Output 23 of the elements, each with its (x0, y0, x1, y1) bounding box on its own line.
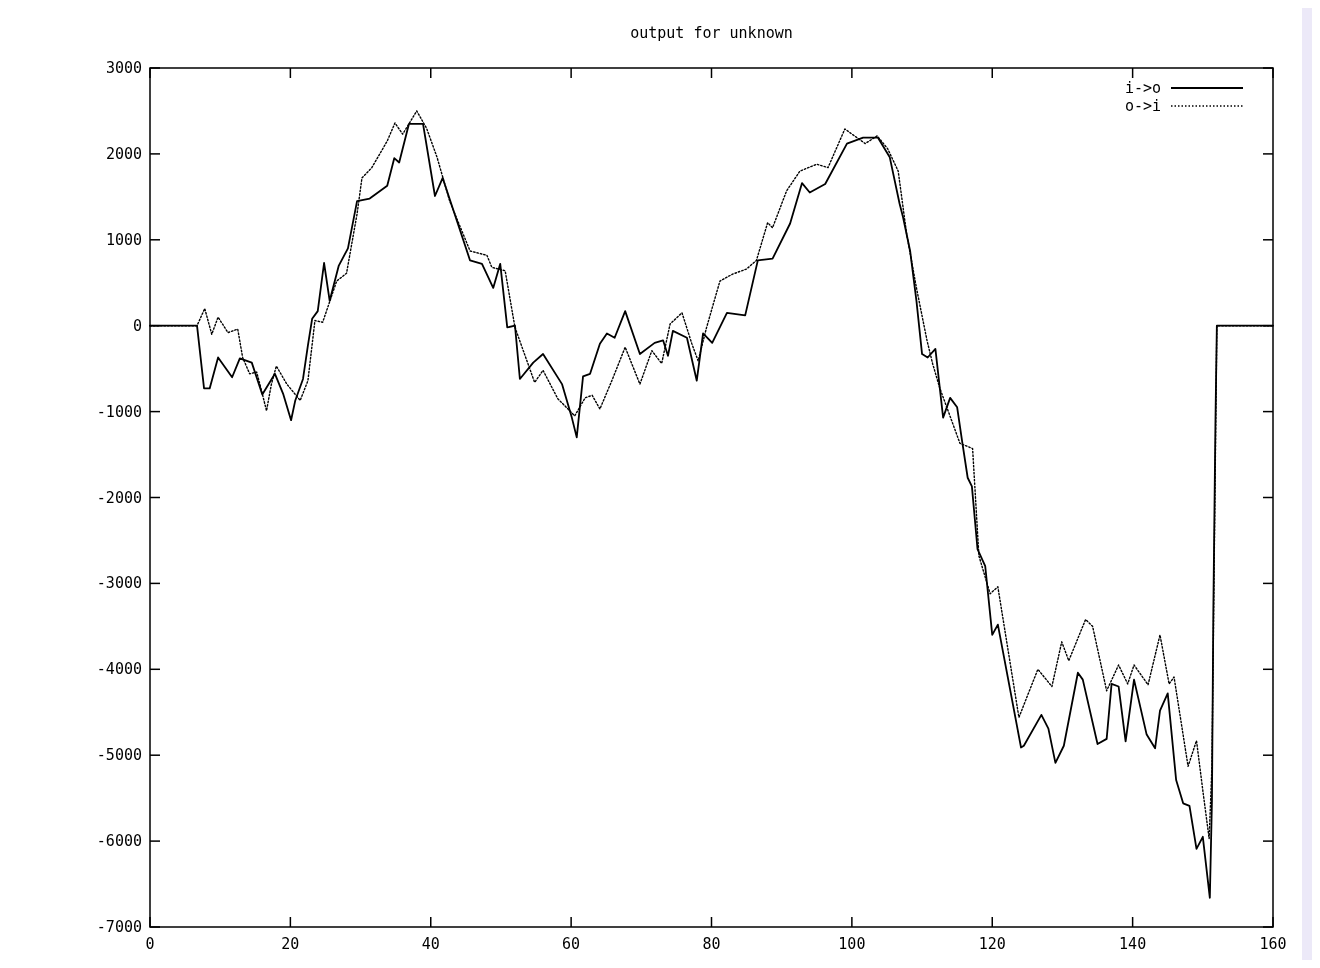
y-tick-label: 0 (132, 316, 142, 335)
x-tick-label: 20 (281, 935, 300, 953)
legend-label: i->o (1124, 79, 1161, 97)
y-tick-label: -6000 (96, 832, 142, 851)
legend-label: o->i (1124, 97, 1161, 115)
x-tick-label: 100 (838, 935, 866, 953)
chart-title: output for unknown (630, 24, 793, 42)
y-tick-label: 3000 (105, 59, 142, 77)
x-tick-label: 0 (145, 935, 155, 953)
x-tick-label: 140 (1119, 935, 1147, 953)
x-tick-label: 120 (978, 935, 1006, 953)
x-tick-label: 160 (1259, 935, 1287, 953)
y-tick-label: 2000 (105, 144, 142, 163)
y-tick-label: 1000 (105, 230, 142, 249)
y-tick-label: -3000 (96, 574, 142, 593)
y-tick-label: -4000 (96, 660, 142, 679)
y-tick-label: -7000 (96, 918, 142, 936)
y-tick-label: -1000 (96, 402, 142, 421)
x-tick-label: 60 (562, 935, 581, 953)
x-tick-label: 80 (702, 935, 721, 953)
x-tick-label: 40 (421, 935, 440, 953)
y-tick-label: -5000 (96, 746, 142, 765)
y-tick-label: -2000 (96, 488, 142, 507)
